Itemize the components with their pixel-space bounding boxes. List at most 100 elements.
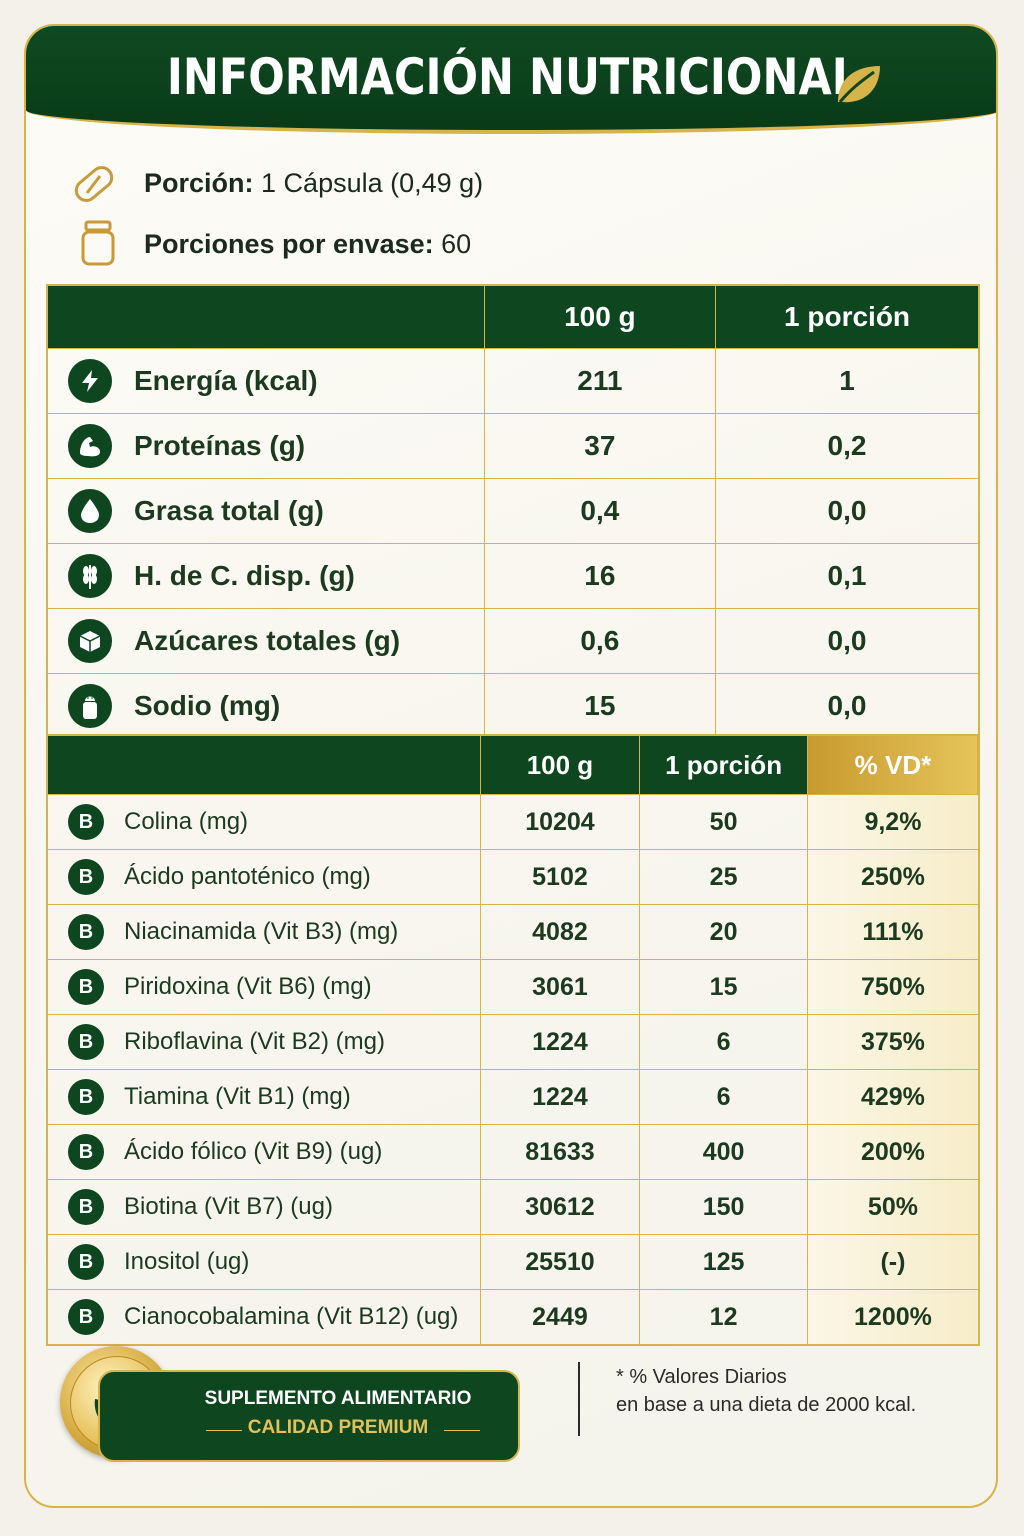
wheat-icon	[68, 554, 112, 598]
value-portion: 12	[639, 1289, 808, 1345]
vitamin-b-icon: B	[68, 1299, 104, 1335]
value-portion: 0,2	[715, 413, 979, 479]
row-label: Sodio (mg)	[134, 690, 281, 721]
table-row: Azúcares totales (g) 0,6 0,0	[47, 608, 979, 674]
vitamin-b-icon: B	[68, 1079, 104, 1115]
table-row: B Cianocobalamina (Vit B12) (ug) 2449 12 120…	[47, 1289, 979, 1345]
per-pack-label: Porciones por envase:	[144, 229, 434, 259]
value-portion: 150	[639, 1179, 808, 1235]
value-100g: 30612	[480, 1179, 641, 1235]
table-row: B Piridoxina (Vit B6) (mg) 3061 15 750%	[47, 959, 979, 1015]
value-portion: 50	[639, 794, 808, 850]
row-label: Cianocobalamina (Vit B12) (ug)	[124, 1303, 459, 1330]
capsule-icon	[74, 166, 114, 202]
value-100g: 25510	[480, 1234, 641, 1290]
vitamin-table: 100 g 1 porción % VD* B Colina (mg) 10204 5…	[46, 734, 980, 1346]
value-portion: 25	[639, 849, 808, 905]
value-100g: 3061	[480, 959, 641, 1015]
table-row: Proteínas (g) 37 0,2	[47, 413, 979, 479]
badge-line2: CALIDAD PREMIUM	[247, 1417, 429, 1438]
value-portion: 400	[639, 1124, 808, 1180]
value-portion: 0,0	[715, 608, 979, 674]
table-row: B Riboflavina (Vit B2) (mg) 1224 6 375%	[47, 1014, 979, 1070]
value-portion: 0,0	[715, 478, 979, 544]
value-vd: 111%	[807, 904, 979, 960]
value-100g: 10204	[480, 794, 641, 850]
muscle-icon	[68, 424, 112, 468]
value-100g: 2449	[480, 1289, 641, 1345]
table-row: B Colina (mg) 10204 50 9,2%	[47, 794, 979, 850]
row-label: Proteínas (g)	[134, 430, 306, 461]
value-portion: 1	[715, 348, 979, 414]
jar-icon	[81, 220, 115, 266]
value-portion: 20	[639, 904, 808, 960]
value-100g: 15	[484, 673, 717, 739]
per-pack-value: 60	[441, 229, 472, 259]
vitamin-b-icon: B	[68, 969, 104, 1005]
footnote-line2: en base a una dieta de 2000 kcal.	[616, 1394, 917, 1416]
value-100g: 211	[484, 348, 717, 414]
value-100g: 81633	[480, 1124, 641, 1180]
row-label: Grasa total (g)	[134, 495, 324, 526]
row-label: Biotina (Vit B7) (ug)	[124, 1193, 333, 1220]
value-portion: 6	[639, 1014, 808, 1070]
header-portion: 1 porción	[639, 735, 808, 795]
value-100g: 37	[484, 413, 717, 479]
header-empty	[47, 285, 485, 349]
row-label: Azúcares totales (g)	[134, 625, 401, 656]
value-portion: 125	[639, 1234, 808, 1290]
table-row: Sodio (mg) 15 0,0	[47, 673, 979, 739]
vitamin-b-icon: B	[68, 1189, 104, 1225]
header-empty	[47, 735, 481, 795]
row-label: Energía (kcal)	[134, 365, 318, 396]
leaf-icon	[838, 66, 880, 103]
value-100g: 4082	[480, 904, 641, 960]
table-row: B Ácido pantoténico (mg) 5102 25 250%	[47, 849, 979, 905]
value-vd: 1200%	[807, 1289, 979, 1345]
row-label: Ácido fólico (Vit B9) (ug)	[124, 1138, 383, 1165]
badge-line1: SUPLEMENTO ALIMENTARIO	[204, 1388, 472, 1409]
table-row: B Ácido fólico (Vit B9) (ug) 81633 400 200%	[47, 1124, 979, 1180]
value-portion: 0,0	[715, 673, 979, 739]
value-100g: 1224	[480, 1069, 641, 1125]
row-label: Colina (mg)	[124, 808, 249, 835]
table-row: B Inositol (ug) 25510 125 (-)	[47, 1234, 979, 1290]
value-vd: 750%	[807, 959, 979, 1015]
drop-icon	[68, 489, 112, 533]
value-100g: 5102	[480, 849, 641, 905]
table-row: B Niacinamida (Vit B3) (mg) 4082 20 111%	[47, 904, 979, 960]
sugar-cube-icon	[68, 619, 112, 663]
lightning-icon	[68, 359, 112, 403]
badge-divider-left	[206, 1430, 242, 1431]
portion-value: 1 Cápsula (0,49 g)	[261, 168, 484, 198]
vitamin-b-icon: B	[68, 859, 104, 895]
value-vd: 9,2%	[807, 794, 979, 850]
vitamin-b-icon: B	[68, 914, 104, 950]
value-portion: 15	[639, 959, 808, 1015]
page-title: INFORMACIÓN NUTRICIONAL	[166, 48, 860, 106]
footnote-line1: * % Valores Diarios	[616, 1366, 787, 1388]
macro-table: 100 g 1 porción Energía (kcal) 211 1 Pro…	[46, 284, 980, 740]
header-banner: INFORMACIÓN NUTRICIONAL	[26, 26, 996, 134]
table-row: Grasa total (g) 0,4 0,0	[47, 478, 979, 544]
vitamin-b-icon: B	[68, 1244, 104, 1280]
value-100g: 0,6	[484, 608, 717, 674]
supplement-badge	[98, 1370, 520, 1462]
row-label: H. de C. disp. (g)	[134, 560, 355, 591]
row-label: Piridoxina (Vit B6) (mg)	[124, 973, 372, 1000]
header-portion: 1 porción	[715, 285, 979, 349]
value-vd: 250%	[807, 849, 979, 905]
value-100g: 0,4	[484, 478, 717, 544]
vitamin-b-icon: B	[68, 1024, 104, 1060]
header-100g: 100 g	[484, 285, 717, 349]
value-portion: 6	[639, 1069, 808, 1125]
value-vd: 50%	[807, 1179, 979, 1235]
value-100g: 1224	[480, 1014, 641, 1070]
header-vd: % VD*	[807, 735, 979, 795]
table-header-row: 100 g 1 porción % VD*	[47, 735, 979, 795]
row-label: Inositol (ug)	[124, 1248, 250, 1275]
serving-size: Porción: 1 Cápsula (0,49 g)	[144, 168, 483, 199]
row-label: Niacinamida (Vit B3) (mg)	[124, 918, 399, 945]
row-label: Ácido pantoténico (mg)	[124, 863, 371, 890]
value-vd: 200%	[807, 1124, 979, 1180]
